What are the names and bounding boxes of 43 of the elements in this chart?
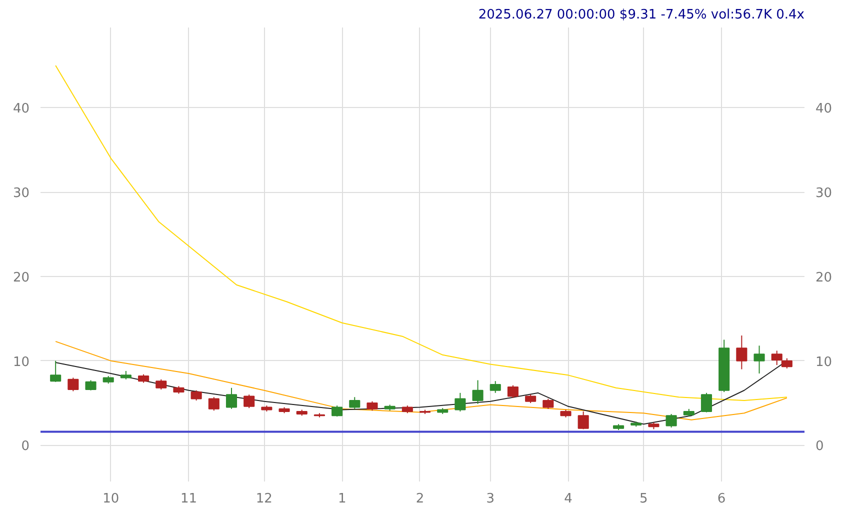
x-tick-label: 5 bbox=[640, 492, 648, 505]
candlestick bbox=[50, 360, 62, 382]
candlestick bbox=[68, 377, 79, 392]
y2-tick-label: 20 bbox=[816, 270, 832, 286]
chart-title: 2025.06.27 00:00:00 $9.31 -7.45% vol:56.7K 0.4x bbox=[478, 8, 805, 22]
candlestick bbox=[190, 390, 202, 401]
x-tick-label: 10 bbox=[102, 492, 120, 505]
candlestick bbox=[542, 398, 554, 410]
y-tick-label: 20 bbox=[12, 270, 30, 286]
candlestick bbox=[366, 400, 378, 412]
candlestick bbox=[349, 396, 360, 410]
y2-tick-label: 30 bbox=[816, 186, 832, 202]
line-series bbox=[55, 340, 788, 420]
y2-tick-label: 0 bbox=[816, 439, 824, 454]
x-tick-label: 4 bbox=[564, 492, 572, 505]
x-tick-label: 12 bbox=[256, 492, 272, 505]
candlestick bbox=[332, 405, 343, 418]
candlestick bbox=[156, 378, 167, 390]
line-series bbox=[55, 64, 788, 401]
x-tick-label: 3 bbox=[486, 492, 494, 505]
candlestick bbox=[700, 392, 712, 413]
candlestick bbox=[666, 413, 677, 428]
candlestick bbox=[736, 335, 748, 370]
candlestick bbox=[754, 345, 765, 374]
y2-tick-label: 40 bbox=[816, 102, 832, 117]
candlestick bbox=[85, 380, 96, 391]
candlestick bbox=[244, 394, 255, 409]
candlestick bbox=[208, 396, 220, 412]
candlestick bbox=[226, 387, 238, 410]
candlestick bbox=[578, 410, 589, 430]
y-tick-label: 0 bbox=[21, 439, 30, 454]
candlestick bbox=[454, 392, 466, 412]
y-tick-label: 40 bbox=[12, 102, 30, 117]
x-tick-label: 6 bbox=[717, 492, 726, 505]
candlestick bbox=[507, 384, 518, 398]
y-tick-label: 30 bbox=[12, 186, 30, 202]
y2-tick-label: 10 bbox=[816, 354, 832, 370]
x-tick-label: 1 bbox=[338, 492, 346, 505]
y-tick-label: 10 bbox=[12, 354, 30, 370]
candlestick bbox=[472, 380, 484, 404]
x-tick-label: 11 bbox=[180, 492, 198, 505]
x-tick-label: 2 bbox=[416, 492, 424, 505]
candlestick bbox=[490, 380, 501, 394]
